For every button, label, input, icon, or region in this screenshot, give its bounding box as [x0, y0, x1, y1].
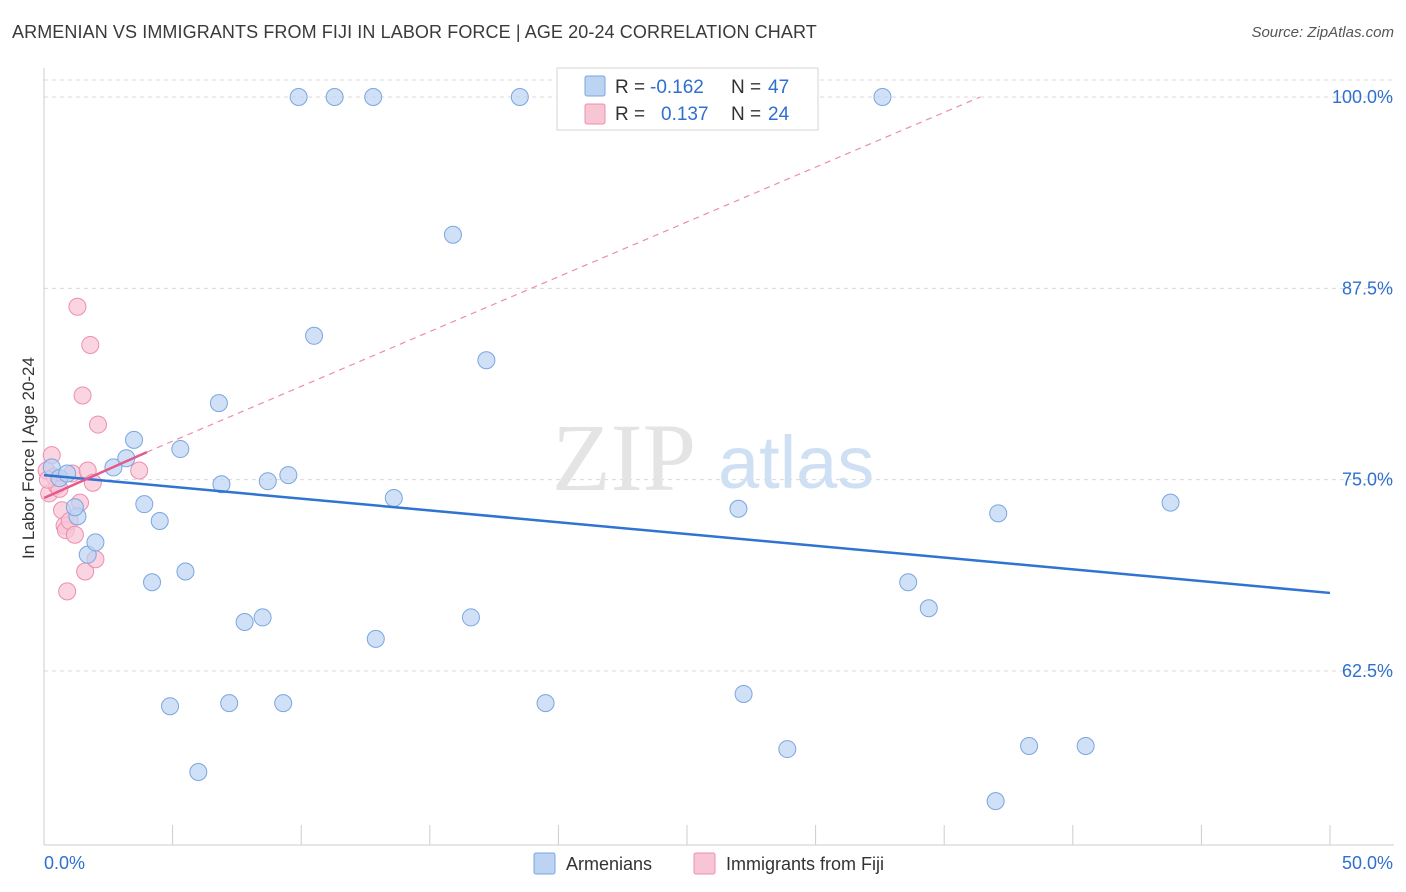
- bottom-legend: Armenians Immigrants from Fiji: [533, 852, 884, 875]
- armenian-point: [289, 88, 308, 106]
- fiji-point: [89, 415, 108, 434]
- armenian-point: [364, 88, 383, 106]
- armenian-point: [58, 464, 77, 483]
- legend-label-fiji: Immigrants from Fiji: [726, 854, 884, 874]
- armenian-point: [919, 599, 938, 618]
- armenian-point: [161, 697, 180, 716]
- y-tick-label: 87.5%: [1342, 278, 1393, 298]
- stat-legend-swatch-fiji: [584, 103, 606, 125]
- armenian-point: [253, 608, 272, 627]
- fiji-point: [130, 461, 149, 480]
- source-label: Source: ZipAtlas.com: [1251, 24, 1394, 41]
- stat-r-label-armenians: R =: [615, 77, 645, 98]
- armenians-trend-line: [43, 473, 1331, 595]
- watermark-atlas: atlas: [718, 421, 874, 504]
- legend-label-armenians: Armenians: [566, 854, 652, 874]
- armenian-point: [125, 430, 144, 449]
- grid: [44, 79, 1394, 672]
- armenian-point: [176, 562, 195, 581]
- stat-n-label-armenians: N =: [731, 77, 761, 98]
- fiji-trend-line: [43, 450, 148, 500]
- armenian-point: [510, 88, 529, 106]
- armenian-point: [325, 88, 344, 106]
- armenian-point: [65, 498, 84, 517]
- stat-r-value-fiji: 0.137: [661, 104, 709, 125]
- fiji-point: [81, 335, 100, 354]
- y-tick-label: 75.0%: [1342, 470, 1393, 490]
- stat-r-value-armenians: -0.162: [650, 77, 704, 98]
- stat-legend: R = -0.162 N = 47 R = 0.137 N = 24: [556, 67, 819, 131]
- armenian-point: [384, 489, 403, 508]
- stat-n-value-fiji: 24: [768, 104, 790, 125]
- armenian-point: [279, 466, 298, 485]
- armenian-points: [42, 88, 1180, 811]
- armenian-point: [258, 472, 277, 491]
- y-tick-label: 62.5%: [1342, 661, 1393, 681]
- stat-n-value-armenians: 47: [768, 77, 789, 98]
- armenian-point: [536, 694, 555, 713]
- armenian-point: [150, 511, 169, 530]
- armenian-point: [189, 763, 208, 782]
- armenian-point: [778, 740, 797, 759]
- x-tick-label: 50.0%: [1342, 853, 1393, 873]
- armenian-point: [86, 533, 105, 552]
- armenian-point: [366, 629, 385, 648]
- legend-swatch-fiji: [693, 852, 716, 875]
- armenian-point: [135, 495, 154, 514]
- armenian-point: [274, 694, 293, 713]
- armenian-point: [305, 326, 324, 345]
- stat-r-label-fiji: R =: [615, 104, 645, 125]
- trend-lines: [43, 96, 1331, 595]
- fiji-point: [73, 386, 92, 405]
- fiji-trend-extension: [146, 96, 981, 453]
- watermark: ZIP atlas: [552, 404, 874, 511]
- fiji-point: [65, 525, 84, 544]
- armenian-point: [235, 613, 254, 632]
- armenian-point: [220, 694, 239, 713]
- armenian-point: [143, 573, 162, 592]
- armenian-point: [477, 351, 496, 370]
- fiji-point: [58, 582, 77, 601]
- armenian-point: [1020, 737, 1039, 756]
- stat-legend-swatch-armenians: [584, 75, 606, 97]
- legend-swatch-armenians: [533, 852, 556, 875]
- y-axis-label: In Labor Force | Age 20-24: [19, 357, 38, 559]
- armenian-point: [989, 504, 1008, 523]
- watermark-zip: ZIP: [552, 404, 696, 511]
- armenian-point: [1076, 737, 1095, 756]
- y-tick-label: 100.0%: [1332, 87, 1393, 107]
- chart-title: ARMENIAN VS IMMIGRANTS FROM FIJI IN LABO…: [12, 22, 817, 42]
- armenian-point: [212, 475, 231, 494]
- armenian-point: [1161, 493, 1180, 512]
- armenian-point: [171, 440, 190, 459]
- armenian-point: [443, 225, 462, 244]
- armenian-point: [209, 394, 228, 413]
- x-tick-label: 0.0%: [44, 853, 85, 873]
- stat-n-label-fiji: N =: [731, 104, 761, 125]
- armenian-point: [461, 608, 480, 627]
- armenian-point: [729, 499, 748, 518]
- armenian-point: [734, 684, 753, 703]
- armenian-point: [986, 792, 1005, 811]
- armenian-point: [899, 573, 918, 592]
- armenian-point: [873, 88, 892, 106]
- fiji-point: [68, 297, 87, 316]
